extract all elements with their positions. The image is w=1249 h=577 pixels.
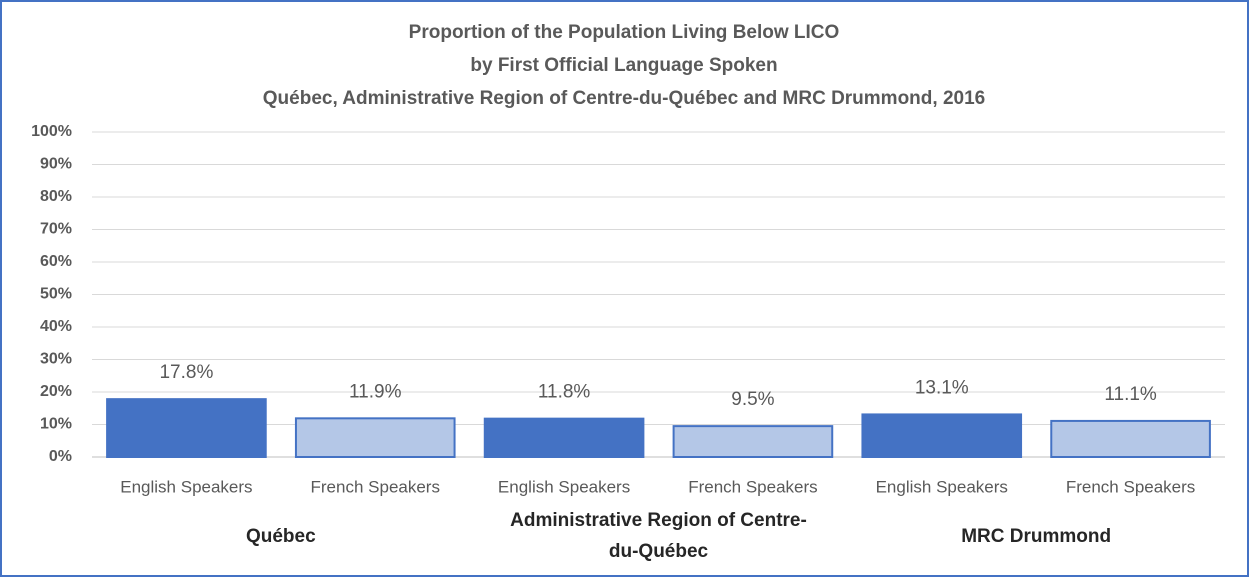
x-tick-label: French Speakers — [1066, 477, 1195, 496]
group-label: Administrative Region of Centre-du-Québe… — [510, 510, 807, 562]
bar — [106, 398, 267, 458]
x-tick-label: English Speakers — [876, 477, 1008, 496]
data-label: 17.8% — [159, 362, 213, 383]
data-label: 11.8% — [538, 382, 591, 403]
y-tick-label: 90% — [40, 156, 72, 173]
x-tick-label: French Speakers — [688, 477, 817, 496]
data-label: 11.9% — [349, 381, 402, 402]
chart-subtitle: by First Official Language Spoken — [470, 55, 777, 76]
y-tick-label: 50% — [40, 286, 72, 303]
y-tick-label: 100% — [31, 123, 72, 140]
data-label: 13.1% — [915, 377, 969, 398]
y-tick-label: 20% — [40, 383, 72, 400]
y-tick-label: 40% — [40, 318, 72, 335]
x-tick-label: French Speakers — [311, 477, 440, 496]
y-tick-label: 80% — [40, 188, 72, 205]
data-label: 9.5% — [731, 389, 774, 410]
bar — [1050, 419, 1211, 458]
bar — [483, 417, 645, 458]
bar — [861, 413, 1023, 458]
bar — [294, 417, 456, 459]
x-tick-label: English Speakers — [120, 477, 252, 496]
group-label: MRC Drummond — [961, 525, 1112, 547]
y-tick-label: 70% — [40, 221, 72, 238]
y-tick-label: 60% — [40, 253, 72, 270]
chart-subtitle: Québec, Administrative Region of Centre-… — [263, 88, 985, 109]
chart-title: Proportion of the Population Living Belo… — [409, 22, 840, 43]
bar — [672, 425, 834, 458]
x-tick-label: English Speakers — [498, 477, 630, 496]
y-tick-label: 30% — [40, 351, 72, 368]
y-tick-label: 10% — [40, 416, 72, 433]
y-tick-label: 0% — [49, 448, 72, 465]
data-label: 11.1% — [1104, 384, 1157, 405]
group-label: Québec — [245, 525, 316, 547]
